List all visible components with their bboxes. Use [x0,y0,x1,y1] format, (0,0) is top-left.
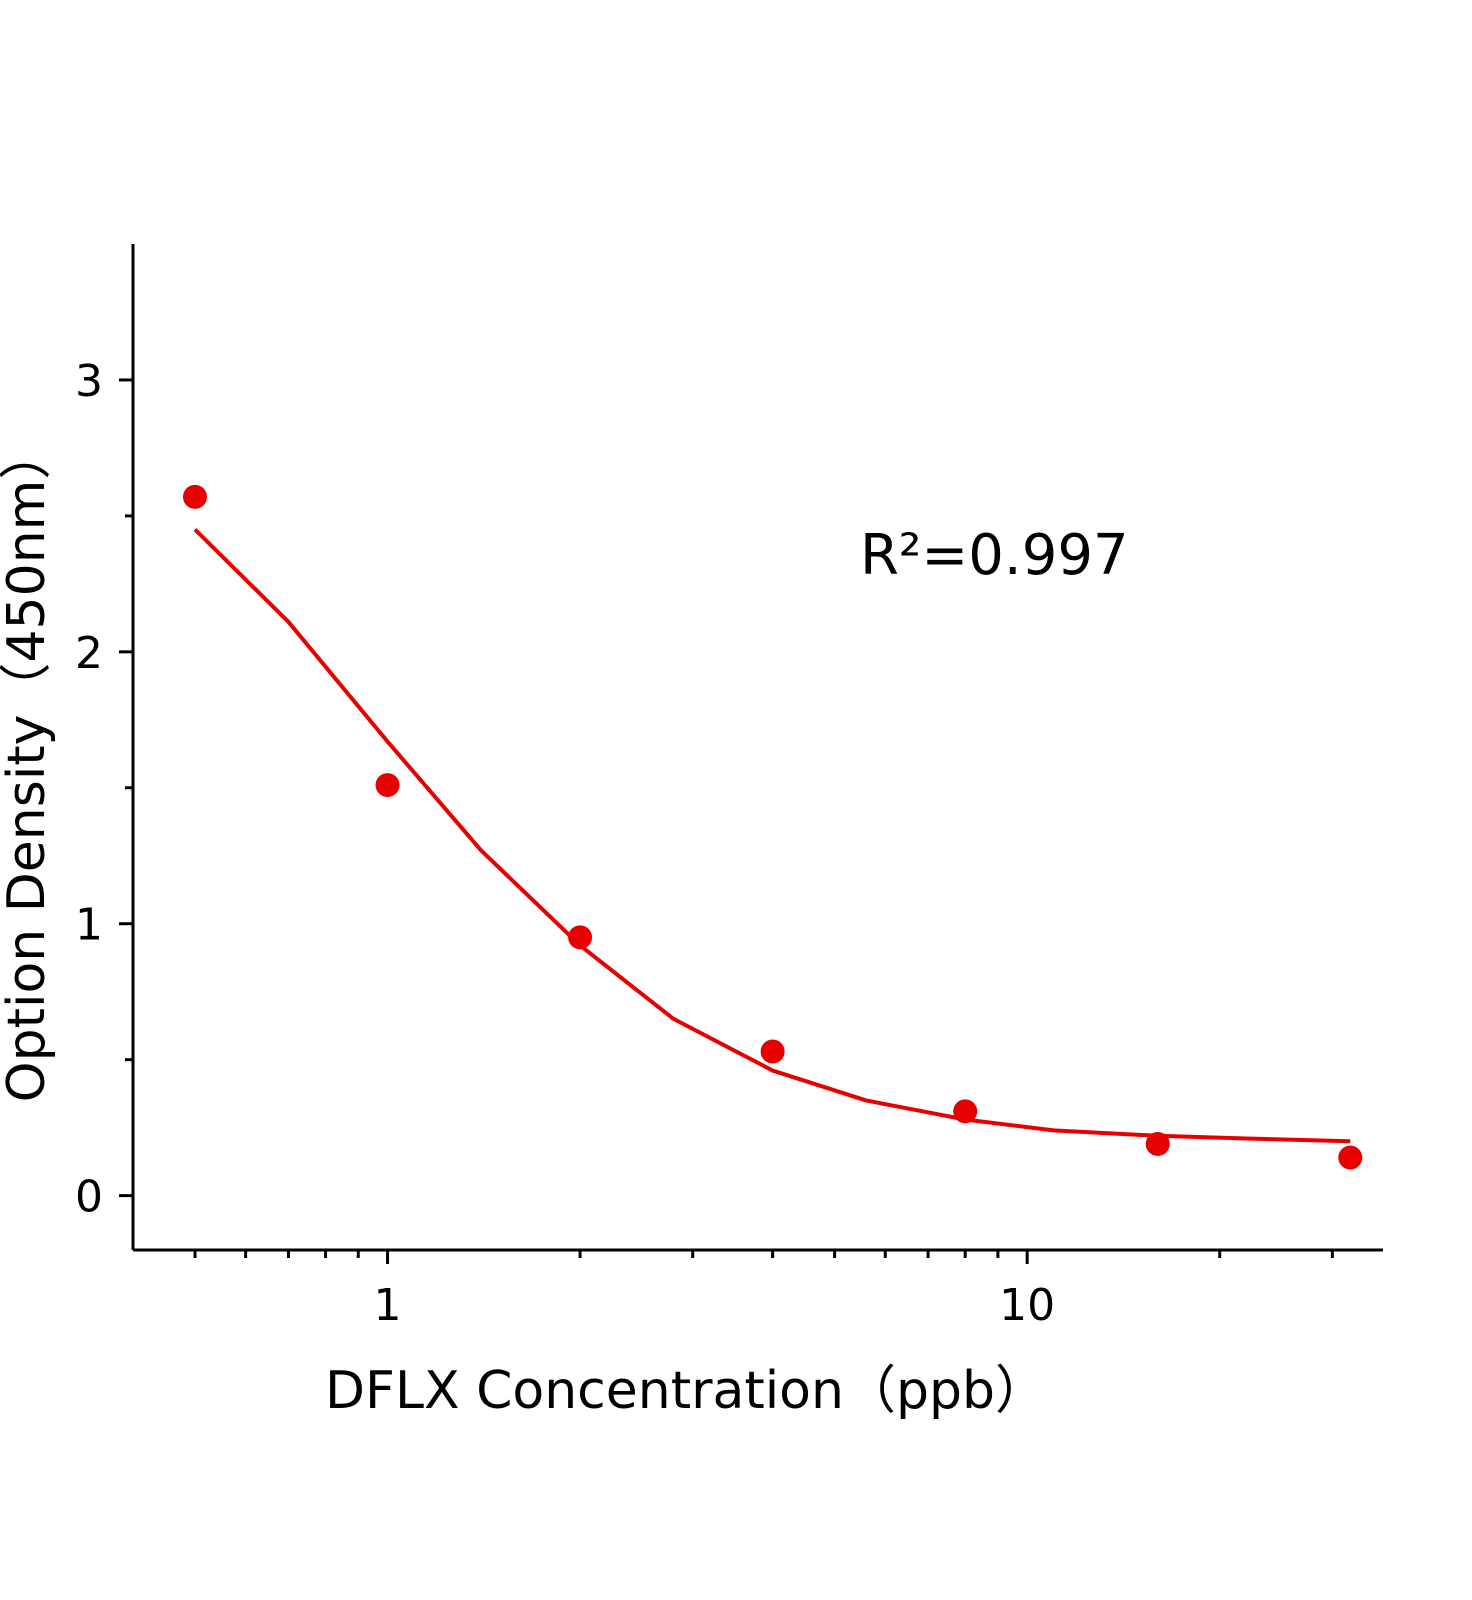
y-tick-label: 2 [75,628,103,679]
data-point [760,1039,785,1064]
data-point [375,773,400,798]
x-axis-title: DFLX Concentration（ppb） [325,1361,1047,1421]
y-axis-title: Option Density（450nm） [0,428,57,1103]
data-point [182,484,207,509]
data-point [1338,1145,1363,1170]
y-tick-label: 3 [75,356,103,407]
y-tick-label: 1 [75,900,103,951]
y-tick-label: 0 [75,1172,103,1223]
x-tick-label: 1 [374,1280,402,1331]
fit-curve [193,528,1351,1144]
x-tick-label: 10 [999,1280,1055,1331]
data-point [568,925,593,950]
r-squared-annotation: R²=0.997 [860,523,1129,588]
